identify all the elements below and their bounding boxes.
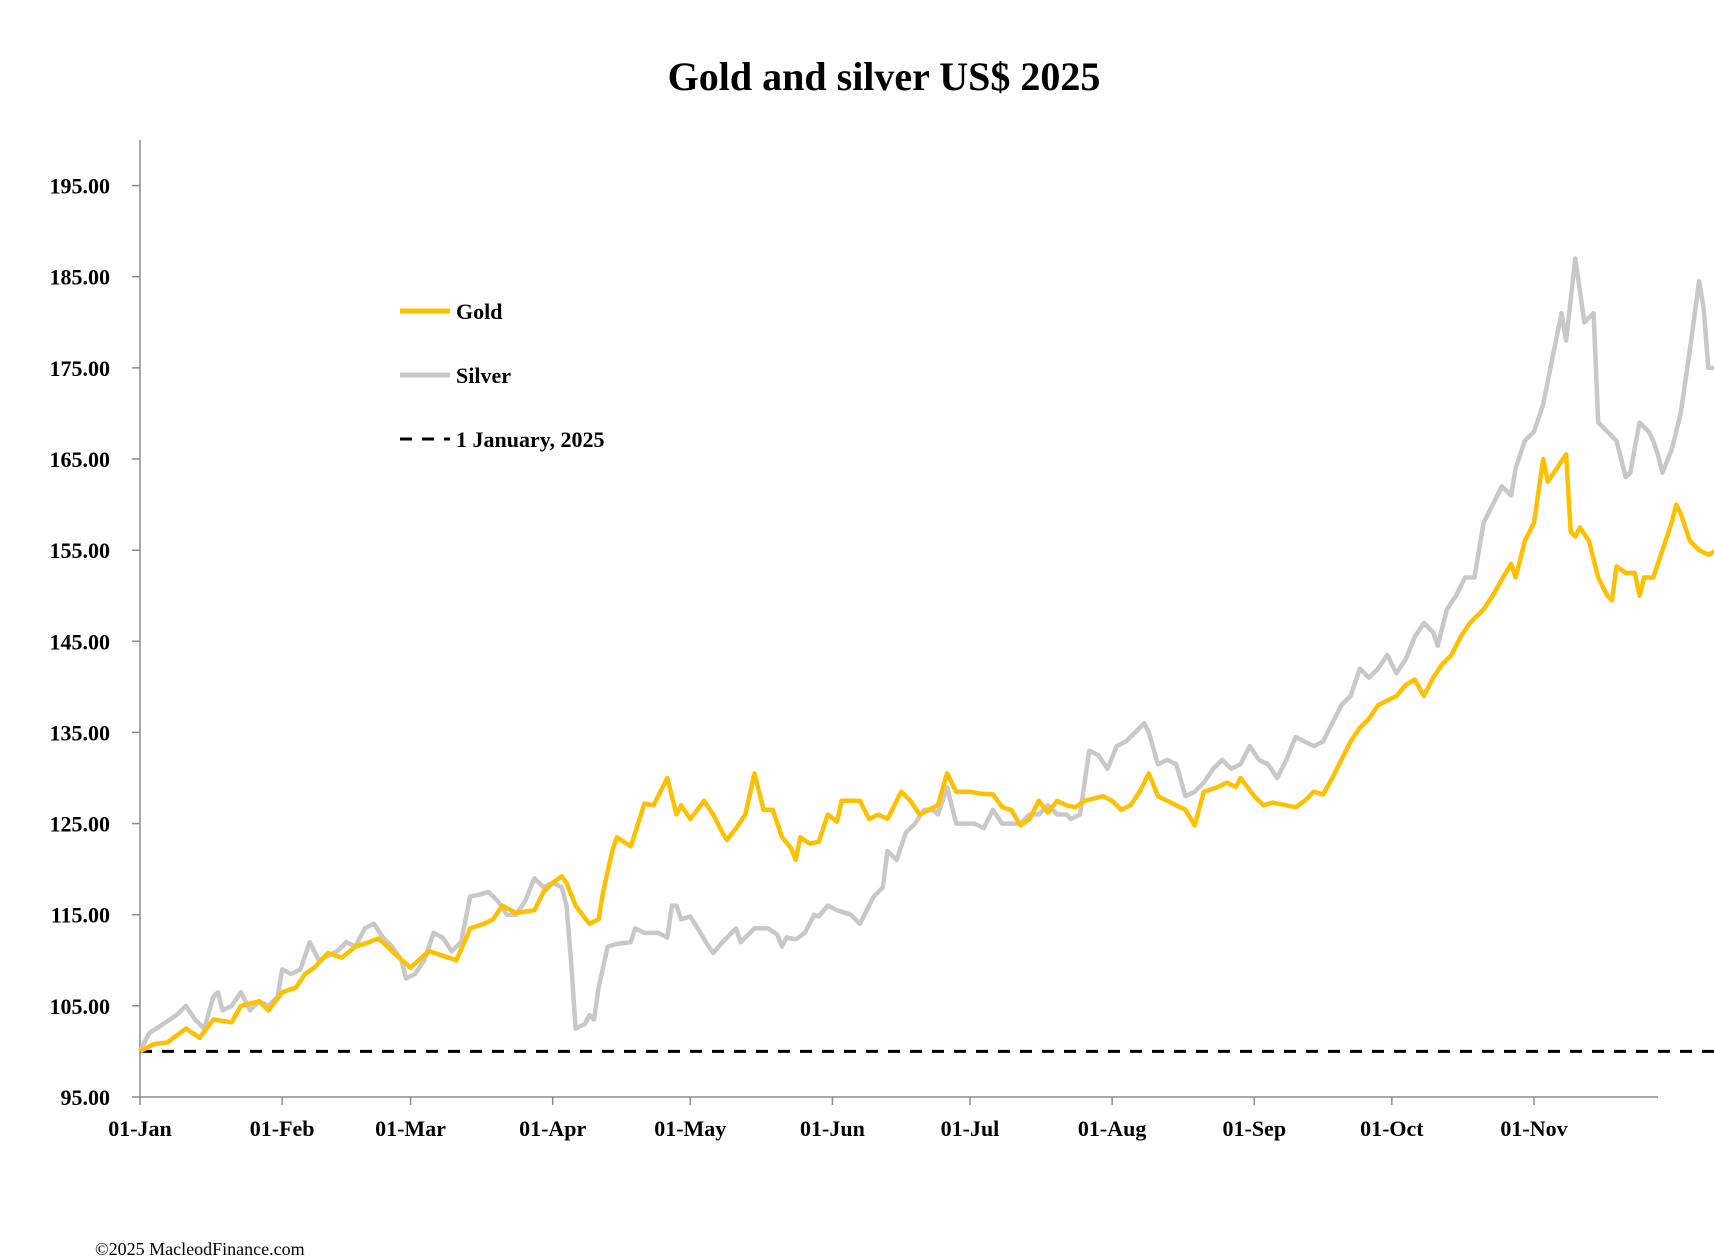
legend: Gold Silver 1 January, 2025 [400,299,605,452]
y-tick-label: 165.00 [50,447,111,472]
y-tick-label: 105.00 [50,994,111,1019]
legend-label: Gold [456,299,502,324]
y-tick-label: 195.00 [50,174,111,199]
y-tick-label: 185.00 [50,265,111,290]
x-tick-label: 01-Feb [250,1116,315,1141]
legend-label: 1 January, 2025 [456,427,605,452]
x-axis-ticks: 01-Jan 01-Feb 01-Mar 01-Apr 01-May 01-Jun 01-J… [108,1097,1568,1141]
copyright-credit: ©2025 MacleodFinance.com [95,1239,305,1258]
series-lines [137,256,1714,1054]
y-tick-label: 115.00 [51,903,110,928]
x-tick-label: 01-Mar [375,1116,446,1141]
series-line-gold [138,452,1714,1054]
x-tick-label: 01-Jul [941,1116,1000,1141]
x-tick-label: 01-Jun [800,1116,865,1141]
y-axis-ticks: 95.00 105.00 115.00 125.00 135.00 145.00 155.0… [50,174,140,1110]
x-tick-label: 01-Sep [1223,1116,1287,1141]
chart-title: Gold and silver US$ 2025 [668,54,1101,99]
series-line-silver [137,256,1714,1053]
y-tick-label: 175.00 [50,356,111,381]
x-tick-label: 01-Oct [1360,1116,1424,1141]
y-tick-label: 135.00 [50,720,111,745]
y-tick-label: 125.00 [50,812,111,837]
y-tick-label: 95.00 [61,1085,111,1110]
x-tick-label: 01-Nov [1500,1116,1567,1141]
x-tick-label: 01-May [654,1116,726,1141]
y-tick-label: 145.00 [50,629,111,654]
x-tick-label: 01-Jan [108,1116,172,1141]
legend-label: Silver [456,363,511,388]
x-tick-label: 01-Apr [519,1116,586,1141]
y-tick-label: 155.00 [50,538,111,563]
x-tick-label: 01-Aug [1078,1116,1146,1141]
